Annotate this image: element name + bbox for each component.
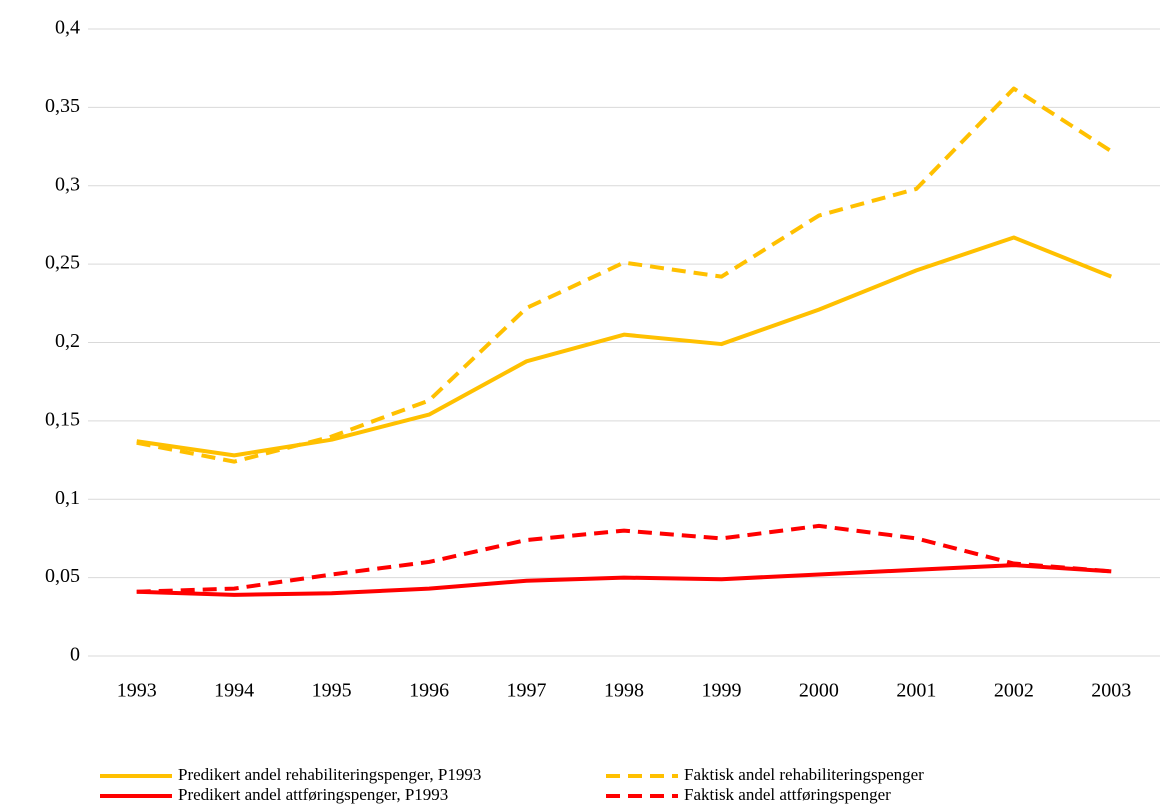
y-tick-label: 0	[70, 644, 80, 666]
x-tick-label: 1995	[312, 680, 352, 702]
y-tick-label: 0,25	[45, 252, 80, 274]
x-tick-label: 2000	[799, 680, 839, 702]
x-tick-label: 1994	[214, 680, 254, 702]
y-tick-label: 0,2	[55, 330, 80, 352]
line-series	[136, 563, 1112, 597]
y-tick-label: 0,1	[55, 487, 80, 509]
legend-label: Faktisk andel rehabiliteringspenger	[684, 765, 924, 784]
y-tick-label: 0,3	[55, 173, 80, 195]
y-tick-label: 0,4	[55, 17, 80, 39]
line-series	[136, 86, 1113, 464]
line-series	[136, 235, 1113, 458]
x-tick-label: 1993	[117, 680, 157, 702]
legend-label: Predikert andel rehabiliteringspenger, P…	[178, 765, 481, 784]
x-tick-label: 2002	[994, 680, 1034, 702]
x-tick-label: 1996	[409, 680, 449, 702]
line-series	[136, 523, 1112, 594]
x-tick-label: 2003	[1091, 680, 1131, 702]
x-tick-label: 1999	[701, 680, 741, 702]
y-tick-label: 0,15	[45, 408, 80, 430]
x-tick-label: 2001	[896, 680, 936, 702]
legend-label: Faktisk andel attføringspenger	[684, 785, 891, 804]
y-tick-label: 0,35	[45, 95, 80, 117]
x-tick-label: 1998	[604, 680, 644, 702]
y-tick-label: 0,05	[45, 565, 80, 587]
legend-label: Predikert andel attføringspenger, P1993	[178, 785, 448, 804]
x-tick-label: 1997	[507, 680, 547, 702]
